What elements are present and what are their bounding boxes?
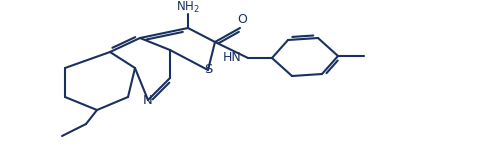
- Text: O: O: [237, 13, 246, 26]
- Text: HN: HN: [223, 52, 242, 65]
- Text: NH$_2$: NH$_2$: [176, 0, 200, 15]
- Text: N: N: [143, 94, 153, 106]
- Text: S: S: [203, 64, 212, 76]
